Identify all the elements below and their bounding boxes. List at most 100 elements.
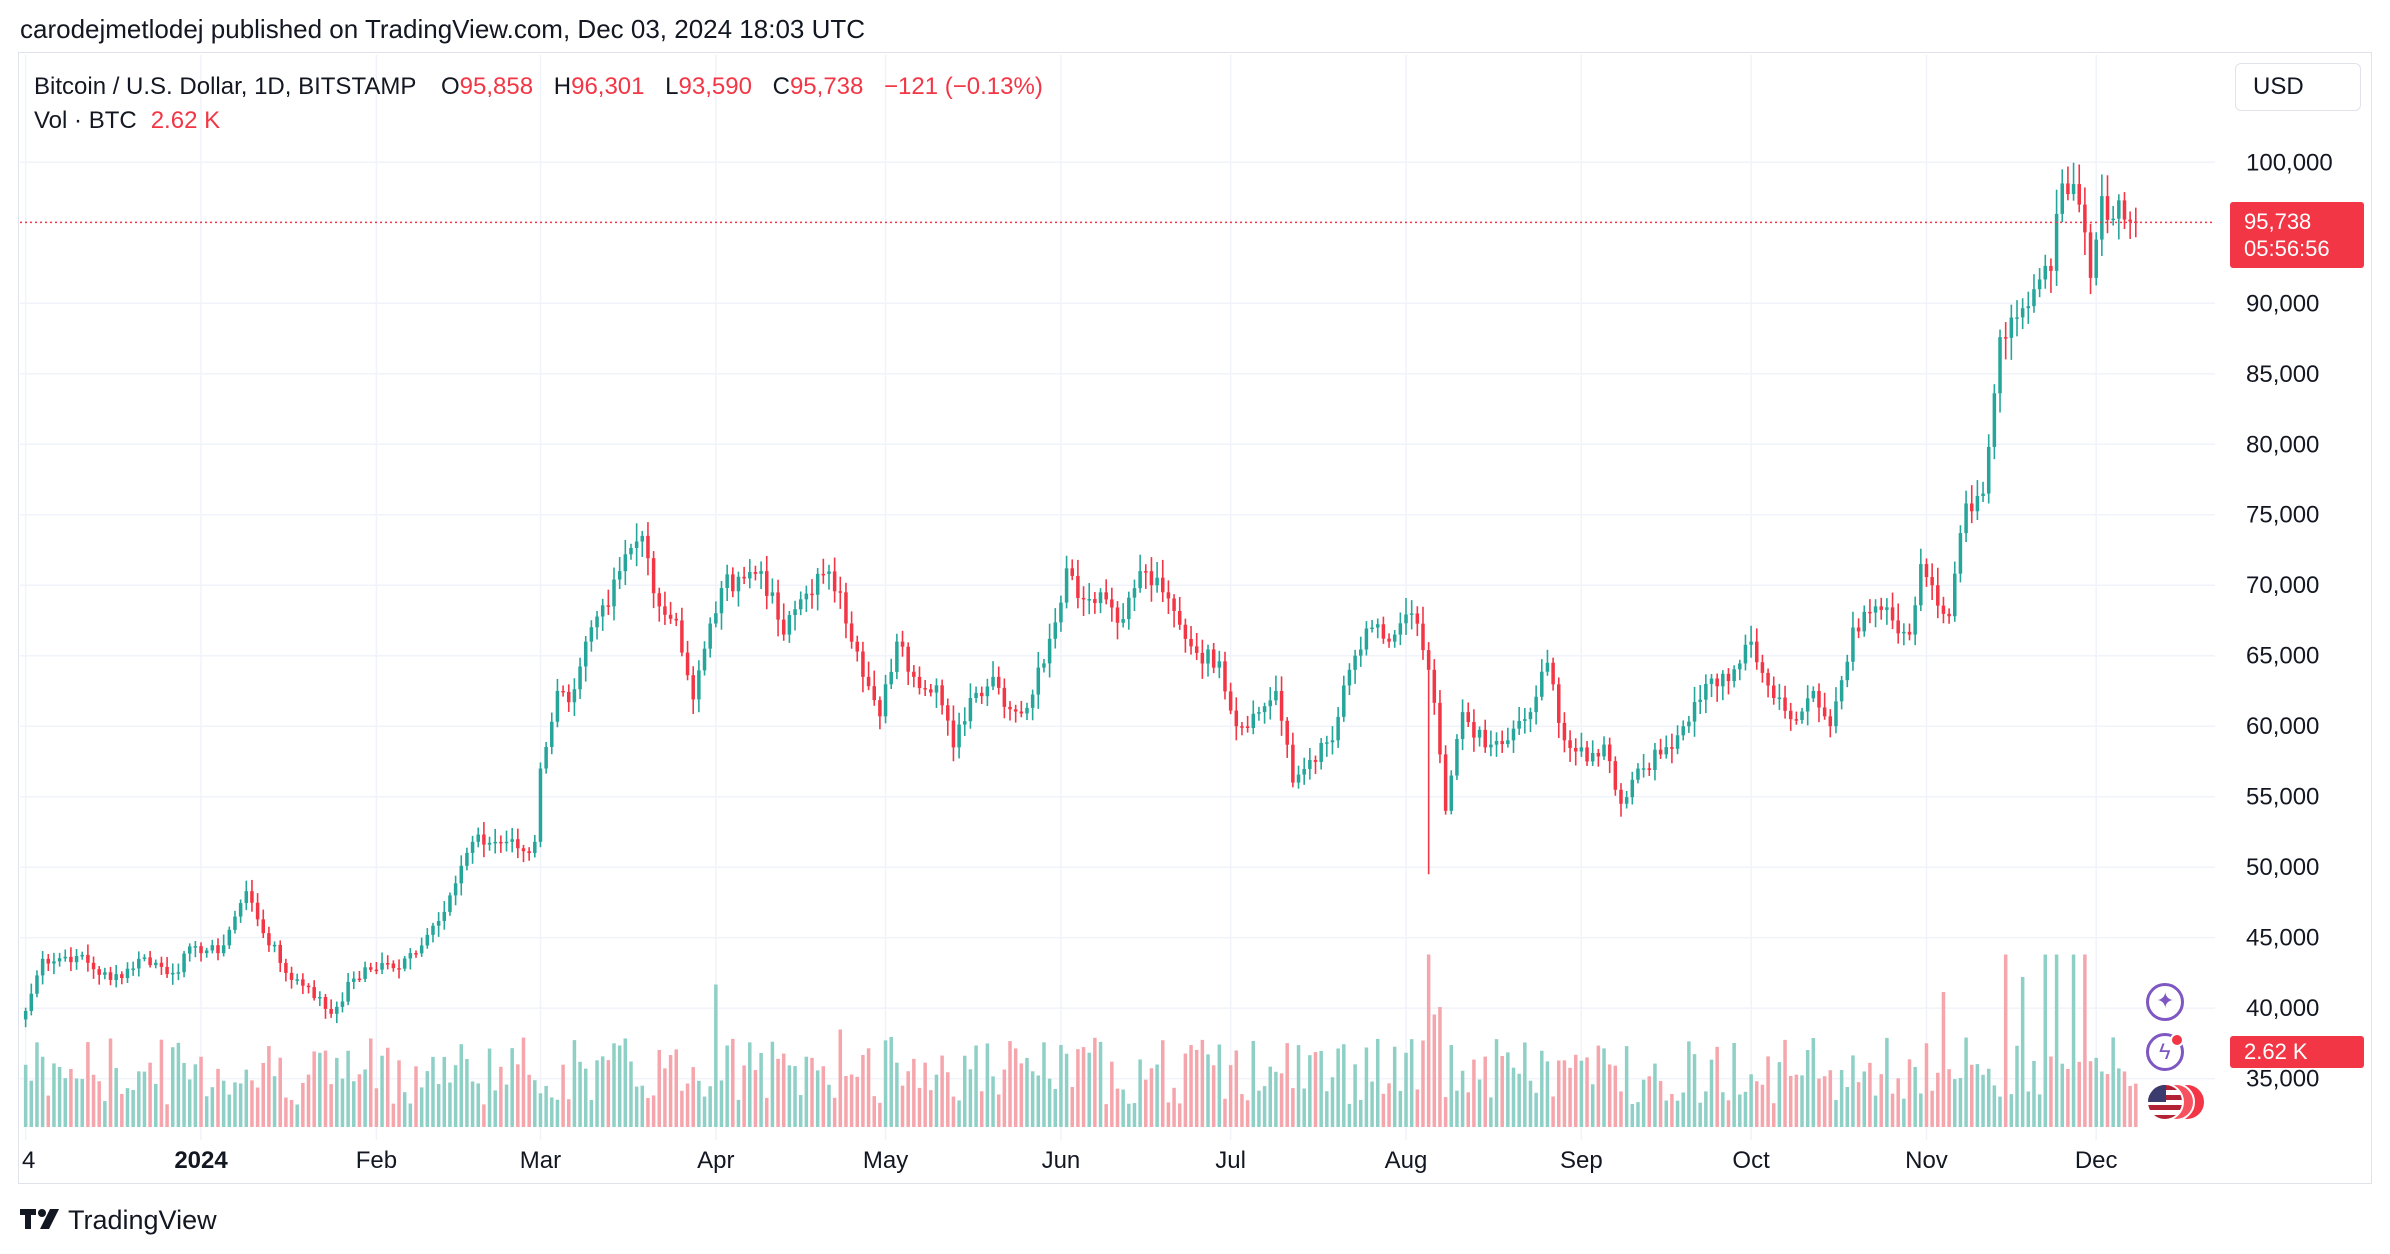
candle-body [1019,711,1024,714]
candle-body [991,676,995,687]
volume-bar [1036,1075,1041,1127]
volume-bar [2003,954,2008,1127]
volume-bar [1579,1060,1584,1127]
candle-body [861,651,865,677]
volume-bar [1104,1104,1108,1127]
candle-body [1325,742,1329,744]
candle-body [2071,184,2076,195]
volume-bar [69,1068,73,1127]
candle-body [148,957,152,966]
volume-bar [1545,1061,1550,1127]
volume-bar [1992,1085,1997,1127]
candle-body [1460,712,1465,740]
volume-bar [1002,1069,1007,1127]
candle-body [1302,768,1306,775]
volume-bar [2054,954,2059,1127]
volume-bar [284,1097,288,1127]
volume-bar [1636,1102,1640,1127]
volume-bar [1947,1069,1951,1127]
candle-body [2015,317,2019,319]
y-tick-label: 80,000 [2246,431,2319,458]
sparkle-icon[interactable] [2146,983,2184,1021]
candle-body [651,558,656,594]
chart-frame[interactable] [18,52,2372,1184]
volume-bar [1907,1059,1912,1127]
candle-body [204,950,209,954]
candle-body [821,573,826,576]
candle-body [402,958,407,969]
volume-bar [798,1095,803,1127]
volume-bar [1885,1037,1889,1127]
volume-bar [436,1084,441,1127]
candle-body [1245,726,1250,728]
x-tick-label: 2024 [174,1147,228,1174]
volume-bar [1873,1095,1878,1127]
bolt-icon[interactable] [2146,1033,2184,1071]
candle-body [1489,744,1493,748]
volume-bar [238,1083,243,1127]
volume-bar [255,1087,260,1127]
volume-bar [544,1085,548,1127]
volume-bar [1087,1052,1091,1127]
candle-body [1494,741,1499,745]
volume-bar [1138,1059,1142,1127]
volume-bar [595,1060,599,1127]
volume-bar [1788,1075,1793,1127]
volume-bar [917,1087,922,1127]
candle-body [1902,631,1906,634]
volume-bar [1613,1065,1618,1127]
candle-body [1969,503,1974,512]
candle-body [1353,655,1357,670]
volume-bar [1726,1100,1731,1127]
candle-body [69,956,73,963]
volume-bar [1093,1037,1097,1127]
volume-bar [1398,1090,1403,1127]
volume-bar [1817,1078,1821,1127]
volume-bar [1834,1100,1838,1127]
candle-body [1590,752,1595,762]
volume-bar [323,1050,328,1127]
candle-body [623,554,628,572]
candle-body [465,852,469,866]
candle-body [1081,597,1086,600]
x-tick-label: Sep [1560,1147,1603,1174]
volume-bar [2122,1071,2127,1127]
volume-bar [1890,1093,1895,1127]
candle-body [414,953,418,955]
candle-body [1308,760,1312,769]
candle-body [510,839,514,842]
volume-bar [1347,1103,1352,1127]
volume-bar [1755,1081,1759,1127]
volume-bar [617,1045,622,1127]
candle-body [318,996,322,999]
volume-bar [510,1048,514,1127]
currency-button[interactable]: USD [2235,63,2361,111]
volume-bar [1924,1043,1929,1127]
candle-body [2020,308,2025,318]
volume-bar [470,1081,475,1127]
candle-body [1624,797,1629,804]
volume-label[interactable]: Vol · BTC [34,107,137,134]
candle-body [1998,337,2002,394]
candle-body [827,571,831,574]
ohlc-row: Bitcoin / U.S. Dollar, 1D, BITSTAMP O95,… [34,70,1057,104]
candle-body [748,572,752,579]
candle-body [1890,607,1895,621]
volume-bar [612,1043,616,1127]
candle-body [1223,661,1227,692]
volume-bar [1805,1050,1810,1127]
volume-bar [1777,1062,1782,1127]
candle-body [1794,719,1799,721]
volume-bar [2117,1068,2121,1127]
volume-bar [929,1090,933,1127]
economic-events-icons[interactable] [2146,1083,2206,1123]
candle-body [1155,577,1159,586]
candle-body [1319,742,1323,762]
x-tick-label: Jul [1215,1147,1246,1174]
volume-bar [295,1104,299,1127]
volume-bar [2043,954,2048,1127]
symbol-title[interactable]: Bitcoin / U.S. Dollar, 1D, BITSTAMP [34,73,417,100]
tradingview-wordmark: TradingView [68,1205,217,1235]
volume-bar [1494,1039,1499,1127]
